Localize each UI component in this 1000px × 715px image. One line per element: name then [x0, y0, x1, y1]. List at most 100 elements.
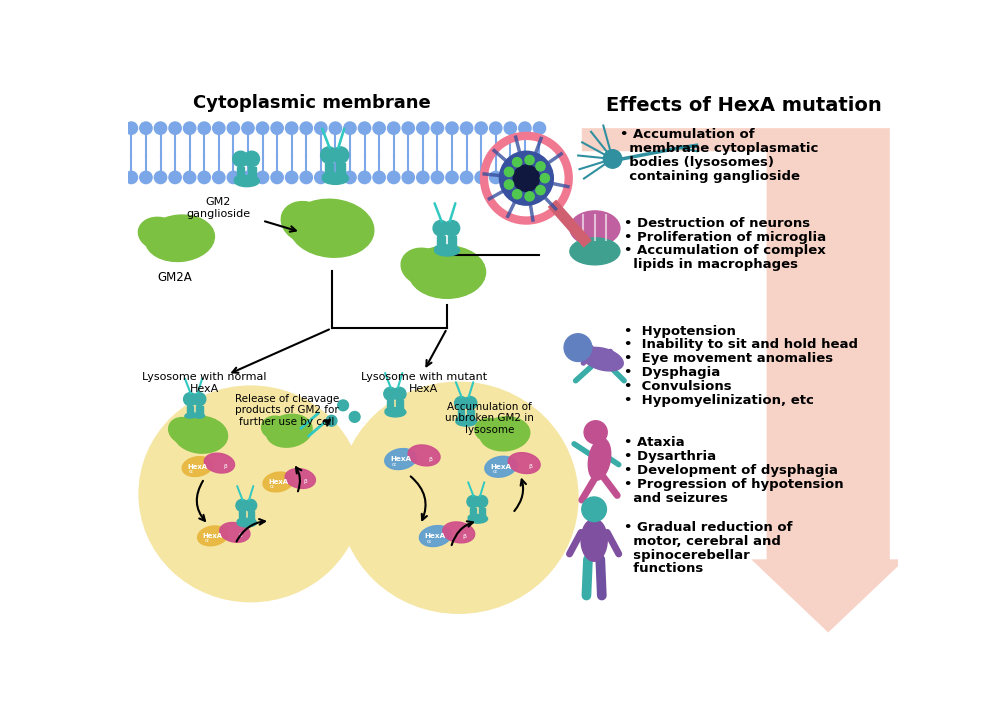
Circle shape: [603, 149, 622, 168]
Ellipse shape: [322, 173, 335, 179]
Ellipse shape: [485, 456, 517, 477]
Text: α: α: [492, 469, 496, 474]
Circle shape: [245, 499, 257, 511]
Circle shape: [512, 157, 522, 167]
Text: HexA: HexA: [425, 533, 446, 539]
Circle shape: [242, 172, 254, 184]
Ellipse shape: [435, 245, 460, 256]
Circle shape: [533, 172, 546, 184]
Circle shape: [227, 172, 240, 184]
Text: •  Inability to sit and hold head: • Inability to sit and hold head: [624, 338, 858, 351]
Bar: [239, 511, 245, 521]
Circle shape: [504, 180, 514, 189]
Ellipse shape: [477, 515, 486, 519]
Bar: [467, 410, 474, 420]
Ellipse shape: [443, 522, 475, 543]
Ellipse shape: [401, 248, 447, 285]
Text: HexA: HexA: [187, 463, 207, 470]
Circle shape: [393, 388, 406, 400]
Text: bodies (lysosomes): bodies (lysosomes): [620, 156, 774, 169]
Text: α: α: [189, 469, 193, 474]
Circle shape: [536, 185, 545, 194]
Text: lipids in macrophages: lipids in macrophages: [624, 258, 798, 271]
Text: • Development of dysphagia: • Development of dysphagia: [624, 464, 838, 477]
Ellipse shape: [480, 417, 530, 451]
Circle shape: [344, 172, 356, 184]
Circle shape: [519, 122, 531, 134]
Text: α: α: [270, 484, 274, 489]
Circle shape: [490, 122, 502, 134]
Ellipse shape: [138, 217, 180, 250]
Circle shape: [198, 122, 210, 134]
Text: membrane cytoplasmatic: membrane cytoplasmatic: [620, 142, 819, 155]
Ellipse shape: [334, 173, 347, 179]
Ellipse shape: [339, 383, 578, 613]
Ellipse shape: [198, 526, 228, 546]
Text: Lysosome with normal
HexA: Lysosome with normal HexA: [142, 373, 267, 394]
Ellipse shape: [468, 515, 478, 519]
Circle shape: [499, 152, 553, 205]
Text: •  Convulsions: • Convulsions: [624, 380, 732, 393]
Circle shape: [286, 172, 298, 184]
Ellipse shape: [588, 438, 611, 480]
Circle shape: [504, 167, 514, 177]
Circle shape: [475, 172, 487, 184]
Bar: [448, 236, 456, 248]
Circle shape: [431, 172, 444, 184]
Circle shape: [236, 499, 248, 511]
Text: Release of cleavage
products of GM2 for
further use by cell: Release of cleavage products of GM2 for …: [235, 394, 339, 427]
Ellipse shape: [289, 199, 374, 257]
Text: α: α: [204, 538, 208, 543]
Ellipse shape: [185, 413, 206, 423]
Bar: [248, 511, 254, 521]
Text: •  Dysphagia: • Dysphagia: [624, 366, 720, 379]
Text: Lysosome with mutant
HexA: Lysosome with mutant HexA: [361, 373, 487, 394]
Text: β: β: [223, 464, 227, 469]
Circle shape: [332, 147, 349, 163]
Circle shape: [300, 122, 312, 134]
Text: α: α: [427, 538, 431, 543]
Text: β: β: [428, 457, 432, 462]
Ellipse shape: [446, 245, 458, 251]
Text: HexA: HexA: [203, 533, 223, 539]
Text: •  Hypomyelinization, etc: • Hypomyelinization, etc: [624, 394, 814, 407]
Text: HexA: HexA: [490, 464, 511, 470]
Circle shape: [540, 174, 549, 183]
Ellipse shape: [385, 408, 406, 417]
Circle shape: [184, 393, 197, 405]
Circle shape: [388, 122, 400, 134]
Bar: [396, 400, 403, 410]
Circle shape: [402, 122, 414, 134]
Circle shape: [193, 393, 206, 405]
Ellipse shape: [408, 445, 440, 466]
Circle shape: [344, 122, 356, 134]
Circle shape: [315, 172, 327, 184]
Ellipse shape: [263, 472, 293, 492]
Bar: [458, 410, 464, 420]
Bar: [187, 405, 193, 416]
Circle shape: [169, 172, 181, 184]
Circle shape: [504, 122, 516, 134]
Ellipse shape: [394, 408, 405, 413]
Circle shape: [490, 172, 502, 184]
Text: and seizures: and seizures: [624, 492, 728, 505]
Ellipse shape: [508, 453, 540, 473]
Circle shape: [213, 172, 225, 184]
Ellipse shape: [385, 408, 395, 413]
Circle shape: [326, 415, 337, 426]
Circle shape: [315, 122, 327, 134]
Ellipse shape: [145, 215, 214, 262]
Circle shape: [358, 122, 371, 134]
Circle shape: [154, 172, 167, 184]
Text: • Accumulation of: • Accumulation of: [620, 128, 755, 141]
Ellipse shape: [581, 519, 607, 561]
Text: HexA: HexA: [268, 479, 288, 485]
Ellipse shape: [237, 519, 247, 523]
Circle shape: [402, 172, 414, 184]
Circle shape: [183, 172, 196, 184]
Circle shape: [169, 122, 181, 134]
Circle shape: [349, 412, 360, 423]
Circle shape: [358, 172, 371, 184]
Circle shape: [213, 122, 225, 134]
Ellipse shape: [169, 418, 200, 444]
